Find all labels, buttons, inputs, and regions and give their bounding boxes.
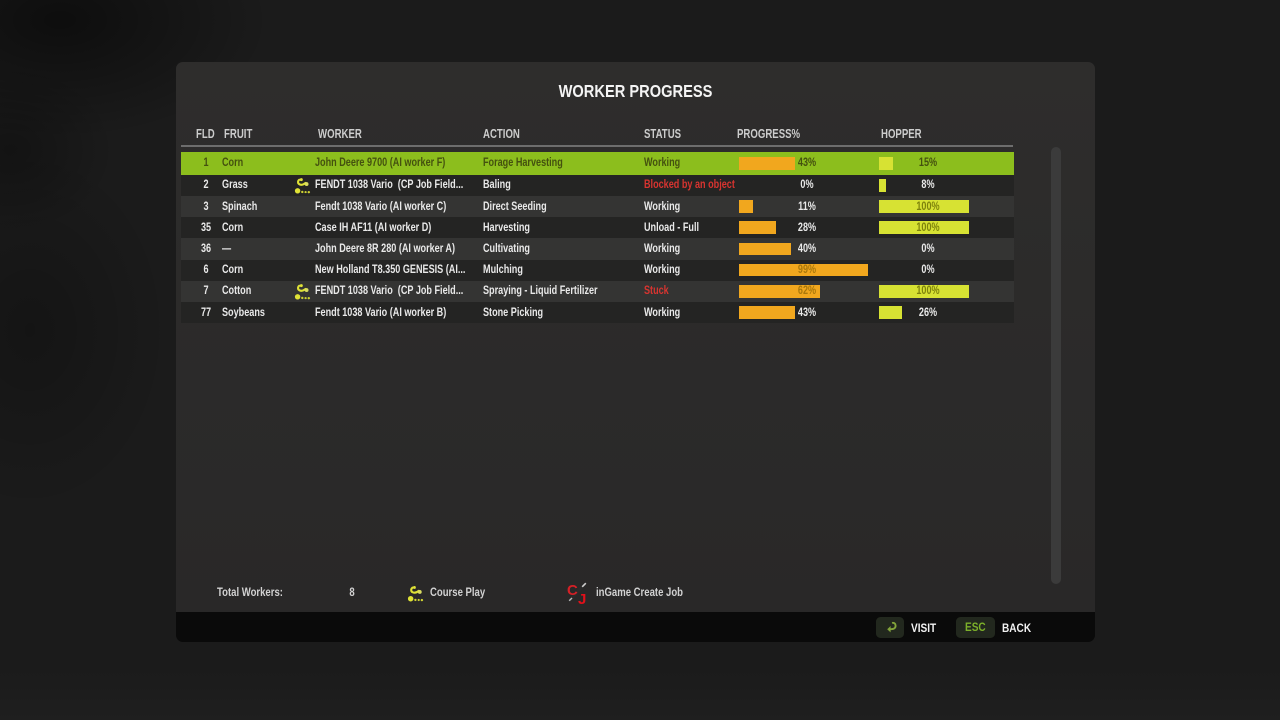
- svg-text:C: C: [567, 582, 578, 599]
- svg-text:J: J: [578, 591, 586, 605]
